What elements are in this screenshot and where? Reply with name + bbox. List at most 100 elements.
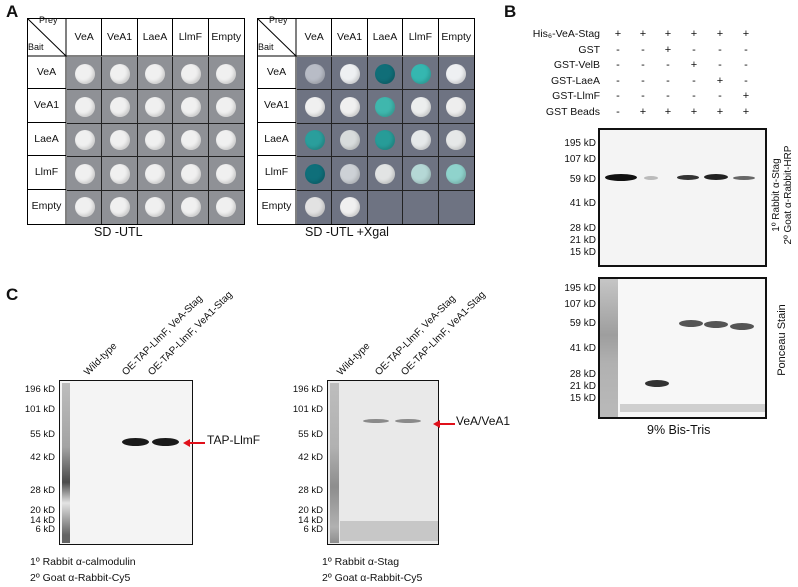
y2h-grid-left: Prey Bait VeA VeA1 LaeA LlmF Empty VeA VeA1 La… [27,15,245,225]
panel-c: Wild-type OE-TAP-LlmF, VeA-Stag OE-TAP-Llm… [0,285,510,587]
column-header: LaeA [138,18,174,56]
plate-cell [173,123,209,158]
plate-cell [297,90,333,124]
condition-sign: - [616,59,620,71]
yeast-colony [446,63,467,84]
plate-cell [102,123,138,158]
yeast-colony [216,63,237,84]
ladder-marker: 15 kD [569,247,596,258]
condition-sign: - [744,43,748,56]
condition-row-label: His₆-VeA-Stag [532,28,600,40]
yeast-colony [180,130,201,151]
lane-labels-left: Wild-type OE-TAP-LlmF, VeA-Stag OE-TAP-Llm… [82,285,290,378]
band [645,380,669,387]
ladder-marker: 196 kD [24,384,55,395]
condition-sign: + [716,74,724,87]
plate-cell [332,190,368,224]
ladder-bottom: 195 kD 107 kD 59 kD 41 kD 28 kD 21 kD 15 kD [500,283,596,415]
plate-cell [297,157,333,191]
yeast-colony [216,97,237,118]
condition-sign: + [690,105,698,118]
plate-left [67,57,244,224]
band [152,438,179,446]
plate-cell [438,90,474,124]
plate-cell [332,123,368,158]
condition-sign: + [716,28,724,40]
condition-row-label: GST [578,43,600,56]
ponceau-gel [598,277,767,419]
band [730,323,754,330]
plate-cell [173,157,209,191]
yeast-colony [410,97,431,118]
column-header: VeA1 [332,18,368,56]
ladder-marker: 28 kD [298,485,323,496]
plate-cell [173,57,209,91]
band [679,320,703,327]
dye-front [620,404,765,412]
plate-cell [67,57,103,91]
yeast-colony [410,63,431,84]
row-header: VeA [257,56,296,90]
yeast-colony [446,163,467,184]
condition-sign: - [641,74,645,87]
ladder-marker: 55 kD [298,429,323,440]
yeast-colony [375,163,396,184]
stag-antibody-label: 1º Rabbit α-Stag 2º Goat α-Rabbit-HRP [768,128,796,267]
ladder-top: 195 kD 107 kD 59 kD 41 kD 28 kD 21 kD 15 kD [500,135,596,270]
plate-cell [67,157,103,191]
condition-sign: + [690,59,698,71]
column-header: LlmF [173,18,209,56]
plate-cell [367,57,404,91]
yeast-colony [180,197,201,218]
band [363,419,389,423]
yeast-colony [340,97,361,118]
plate-cell [209,191,244,224]
secondary-antibody-top: 2º Goat α-Rabbit-HRP [783,145,794,245]
yeast-colony [180,163,201,184]
ladder-marker: 55 kD [30,429,55,440]
lane-labels-right: Wild-type OE-TAP-LlmF, VeA-Stag OE-TAP-Llm… [335,285,543,378]
row-header: LlmF [257,156,296,190]
condition-sign: - [718,59,722,71]
yeast-colony [375,130,396,151]
tap-llmf-label: TAP-LlmF [207,433,261,447]
condition-row-label: GST Beads [545,105,600,118]
yeast-colony [74,130,95,151]
plate-cell [438,157,474,191]
condition-sign: - [666,74,670,87]
yeast-colony [375,63,396,84]
row-headers-left: VeA VeA1 LaeA LlmF Empty [27,56,66,224]
plate-cell [367,123,404,158]
yeast-colony [145,197,166,218]
yeast-colony [304,63,325,84]
band [733,176,755,180]
yeast-colony [410,130,431,151]
condition-sign: + [742,105,750,118]
western-blot-stag [598,128,767,267]
plate-cell [297,123,333,158]
row-header: VeA1 [257,89,296,123]
ladder-marker: 107 kD [564,154,596,165]
ladder-marker: 14 kD [30,515,55,526]
column-header: LaeA [368,18,404,56]
ladder-marker: 59 kD [569,174,596,185]
plate-cell [137,57,174,91]
ladder-marker: 195 kD [564,283,596,294]
panel-b: His₆-VeA-Stag + + + + + + GST - - + - - - GST-VelB - - - +… [500,0,798,450]
column-headers-left: VeA VeA1 LaeA LlmF Empty [67,18,244,56]
condition-sign: - [641,59,645,71]
plate-cell [208,57,244,91]
condition-sign: + [664,105,672,118]
ladder-marker: 42 kD [30,452,55,463]
ladder-left: 196 kD 101 kD 55 kD 42 kD 28 kD 20 kD 14 kD 6 k… [0,384,58,548]
yeast-colony [145,63,166,84]
corner-prey-right: Prey [269,15,288,25]
condition-sign: - [616,43,620,56]
smear [340,521,438,541]
yeast-colony [110,97,131,118]
plate-cell [102,90,138,124]
panel-c-letter: C [6,285,19,304]
yeast-colony [110,163,131,184]
condition-sign: - [718,43,722,56]
yeast-colony [216,130,237,151]
